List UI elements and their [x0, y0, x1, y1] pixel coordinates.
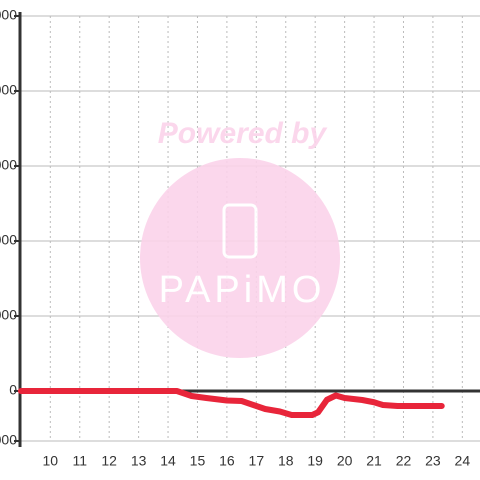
x-tick-label: 19	[307, 453, 323, 469]
watermark: Powered by PAPiMO	[140, 117, 340, 358]
y-tick-label: 60,000	[0, 232, 17, 248]
watermark-text: Powered by	[158, 117, 328, 150]
watermark-phone	[222, 203, 258, 259]
x-tick-label: 20	[337, 453, 353, 469]
x-tick-label: 17	[249, 453, 265, 469]
x-tick-label: 23	[425, 453, 441, 469]
x-tick-label: 14	[160, 453, 176, 469]
y-tick-label: 90,000	[0, 157, 17, 173]
x-tick-label: 11	[72, 453, 87, 469]
data-line	[17, 388, 445, 418]
x-tick-label: 24	[455, 453, 471, 469]
x-tick-label: 15	[190, 453, 206, 469]
y-tick-label: 150,000	[0, 7, 17, 23]
x-tick-label: 18	[278, 453, 294, 469]
watermark-brand: PAPiMO	[159, 269, 326, 311]
y-tick-label: 30,000	[0, 307, 17, 323]
x-tick-label: 22	[396, 453, 412, 469]
y-tick-label: 0	[9, 382, 17, 398]
x-tick-label: 16	[219, 453, 235, 469]
x-tick-label: 13	[131, 453, 147, 469]
y-tick-label: -20,000	[0, 432, 17, 448]
x-tick-label: 10	[43, 453, 59, 469]
y-tick-label: 120,000	[0, 82, 17, 98]
x-tick-label: 21	[366, 453, 382, 469]
x-tick-label: 12	[101, 453, 117, 469]
